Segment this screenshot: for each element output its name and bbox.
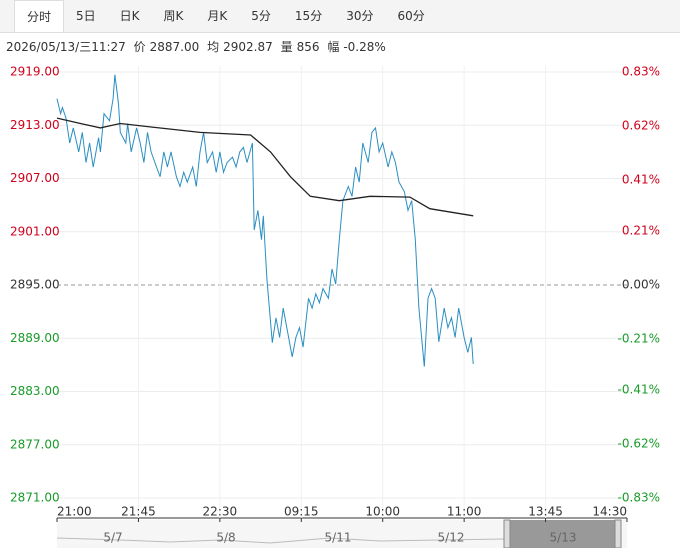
average-line [56, 117, 474, 217]
navigator-label: 5/8 [216, 531, 235, 545]
y2-tick-label: -0.62% [618, 437, 660, 451]
x-tick-label: 09:15 [284, 505, 319, 519]
x-tick-label: 14:30 [592, 505, 627, 519]
navigator-line [56, 537, 506, 544]
vol: 856 [296, 40, 320, 54]
tab[interactable]: 30分 [346, 9, 374, 23]
y-tick-label: 2901.00 [10, 224, 60, 238]
y-tick-label: 2889.00 [10, 331, 60, 345]
avg: 2902.87 [223, 40, 273, 54]
price: 2887.00 [149, 40, 200, 54]
tab[interactable]: 15分 [294, 9, 323, 23]
tab[interactable]: 60分 [397, 9, 425, 23]
tab[interactable]: 周K [163, 9, 184, 23]
y-tick-label: 2919.00 [10, 65, 60, 79]
y2-tick-label: 0.41% [622, 172, 660, 186]
vol-label: 量 [280, 40, 293, 54]
y2-tick-label: -0.41% [618, 383, 660, 397]
y2-tick-label: -0.83% [618, 491, 660, 505]
y2-tick-label: 0.21% [622, 224, 660, 238]
y-tick-label: 2895.00 [10, 278, 60, 292]
chg-label: 幅 [327, 40, 340, 54]
y2-tick-label: 0.00% [622, 278, 660, 292]
x-tick-label: 21:45 [121, 505, 156, 519]
y2-tick-label: 0.62% [622, 118, 660, 132]
y2-tick-label: 0.83% [622, 65, 660, 79]
chg: -0.28% [343, 40, 386, 54]
tab[interactable]: 5日 [76, 9, 96, 23]
y-tick-label: 2907.00 [10, 171, 60, 185]
navigator-label: 5/13 [550, 531, 577, 545]
y-tick-label: 2877.00 [10, 437, 60, 451]
x-tick-label: 22:30 [203, 505, 238, 519]
time: 2026/05/13/三11:27 [6, 40, 126, 54]
y-tick-label: 2883.00 [10, 384, 60, 398]
avg-label: 均 [207, 40, 220, 54]
y-tick-label: 2913.00 [10, 118, 60, 132]
quote-info: 2026/05/13/三11:27 价 2887.00 均 2902.87 量 856… [6, 38, 390, 55]
x-tick-label: 10:00 [365, 505, 400, 519]
tab[interactable]: 5分 [251, 9, 271, 23]
y2-tick-label: -0.21% [618, 331, 660, 345]
navigator-label: 5/12 [438, 531, 465, 545]
y-tick-label: 2871.00 [10, 491, 60, 505]
x-tick-label: 13:45 [528, 505, 563, 519]
tab[interactable]: 分时 [14, 0, 65, 32]
tab-bar: 分时 5日 日K 周K 月K 5分 15分 30分 60分 [0, 0, 680, 33]
navigator-selection[interactable] [507, 520, 618, 548]
price-line [56, 74, 474, 367]
navigator-handle[interactable] [503, 519, 511, 548]
tab[interactable]: 月K [207, 9, 228, 23]
x-tick-label: 21:00 [57, 505, 92, 519]
tab[interactable]: 日K [119, 9, 140, 23]
navigator-handle[interactable] [614, 519, 622, 548]
navigator-label: 5/7 [103, 531, 122, 545]
price-label: 价 [133, 40, 146, 54]
navigator-label: 5/11 [325, 531, 352, 545]
x-tick-label: 11:00 [447, 505, 482, 519]
